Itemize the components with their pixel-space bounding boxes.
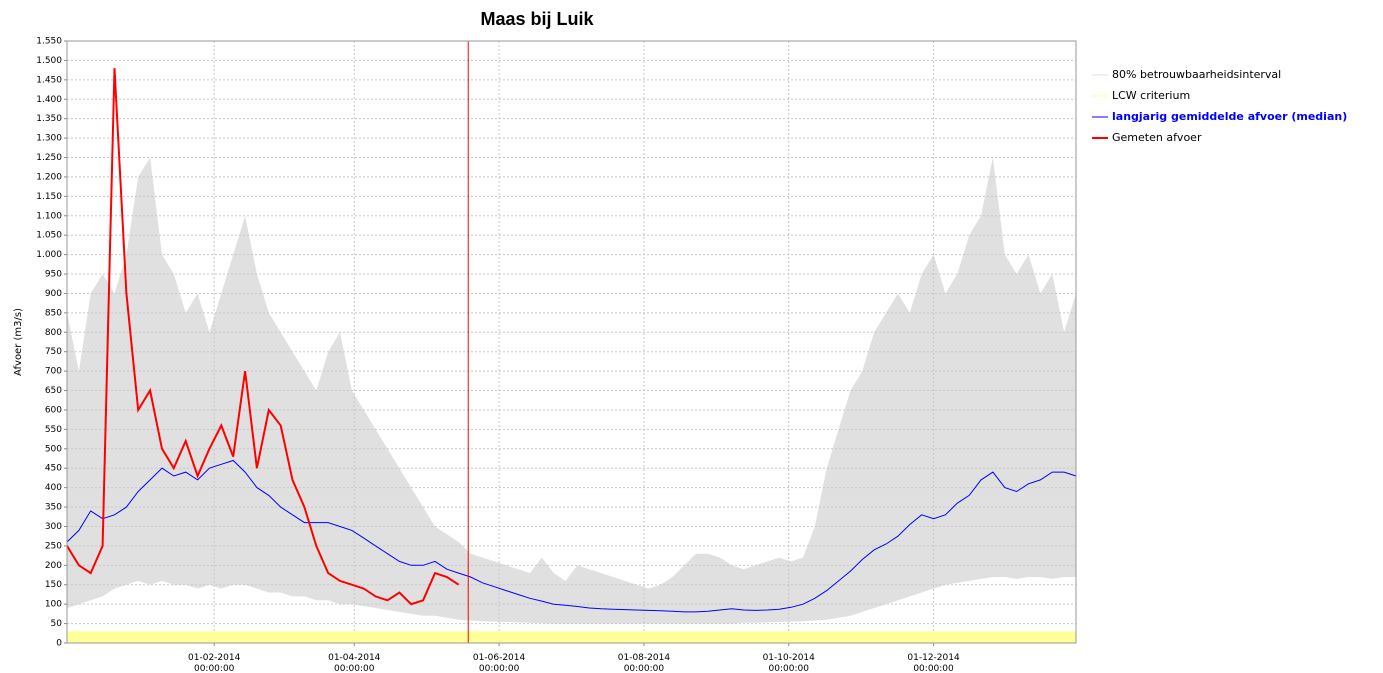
legend-label: Gemeten afvoer: [1112, 131, 1202, 144]
plot-border: [66, 40, 1077, 644]
y-tick-label: 700: [45, 367, 62, 377]
series-line: [66, 68, 460, 606]
y-tick-label: 300: [45, 522, 62, 532]
y-tick-label: 1.400: [36, 95, 62, 105]
x-tick-label: 01-02-2014 00:00:00: [188, 653, 241, 673]
y-tick-label: 1.150: [36, 192, 62, 202]
y-tick-label: 350: [45, 503, 62, 513]
y-tick-label: 1.250: [36, 153, 62, 163]
y-tick-label: 1.200: [36, 172, 62, 182]
y-tick-label: 900: [45, 289, 62, 299]
legend-label: LCW criterium: [1112, 89, 1190, 102]
y-tick-label: 1.550: [36, 37, 62, 47]
y-tick-label: 1.100: [36, 211, 62, 221]
y-tick-label: 800: [45, 328, 62, 338]
series-line: [66, 459, 1077, 613]
y-tick-label: 1.450: [36, 75, 62, 85]
x-tick-label: 01-06-2014 00:00:00: [473, 653, 526, 673]
legend-label: 80% betrouwbaarheidsinterval: [1112, 68, 1281, 81]
y-tick-label: 100: [45, 600, 62, 610]
y-tick-label: 1.050: [36, 231, 62, 241]
y-tick-label: 950: [45, 270, 62, 280]
y-tick-label: 200: [45, 561, 62, 571]
y-tick-label: 250: [45, 541, 62, 551]
y-tick-label: 1.500: [36, 56, 62, 66]
y-tick-label: 650: [45, 386, 62, 396]
chart-title: Maas bij Luik: [480, 9, 594, 29]
y-tick-label: 0: [56, 639, 62, 649]
x-tick-label: 01-12-2014 00:00:00: [907, 653, 960, 673]
y-tick-label: 150: [45, 580, 62, 590]
legend-label: langjarig gemiddelde afvoer (median): [1112, 110, 1347, 123]
y-tick-label: 50: [51, 619, 63, 629]
y-tick-label: 450: [45, 464, 62, 474]
y-axis-label: Afvoer (m3/s): [13, 308, 24, 376]
y-tick-label: 550: [45, 425, 62, 435]
y-tick-label: 750: [45, 347, 62, 357]
y-tick-label: 500: [45, 444, 62, 454]
lcw-area: [67, 631, 1076, 643]
y-tick-label: 600: [45, 405, 62, 415]
y-tick-label: 850: [45, 308, 62, 318]
y-tick-label: 1.350: [36, 114, 62, 124]
x-tick-label: 01-10-2014 00:00:00: [763, 653, 816, 673]
y-tick-label: 400: [45, 483, 62, 493]
x-tick-label: 01-08-2014 00:00:00: [618, 653, 671, 673]
x-tick-label: 01-04-2014 00:00:00: [328, 653, 381, 673]
y-tick-label: 1.300: [36, 134, 62, 144]
y-tick-label: 1.000: [36, 250, 62, 260]
